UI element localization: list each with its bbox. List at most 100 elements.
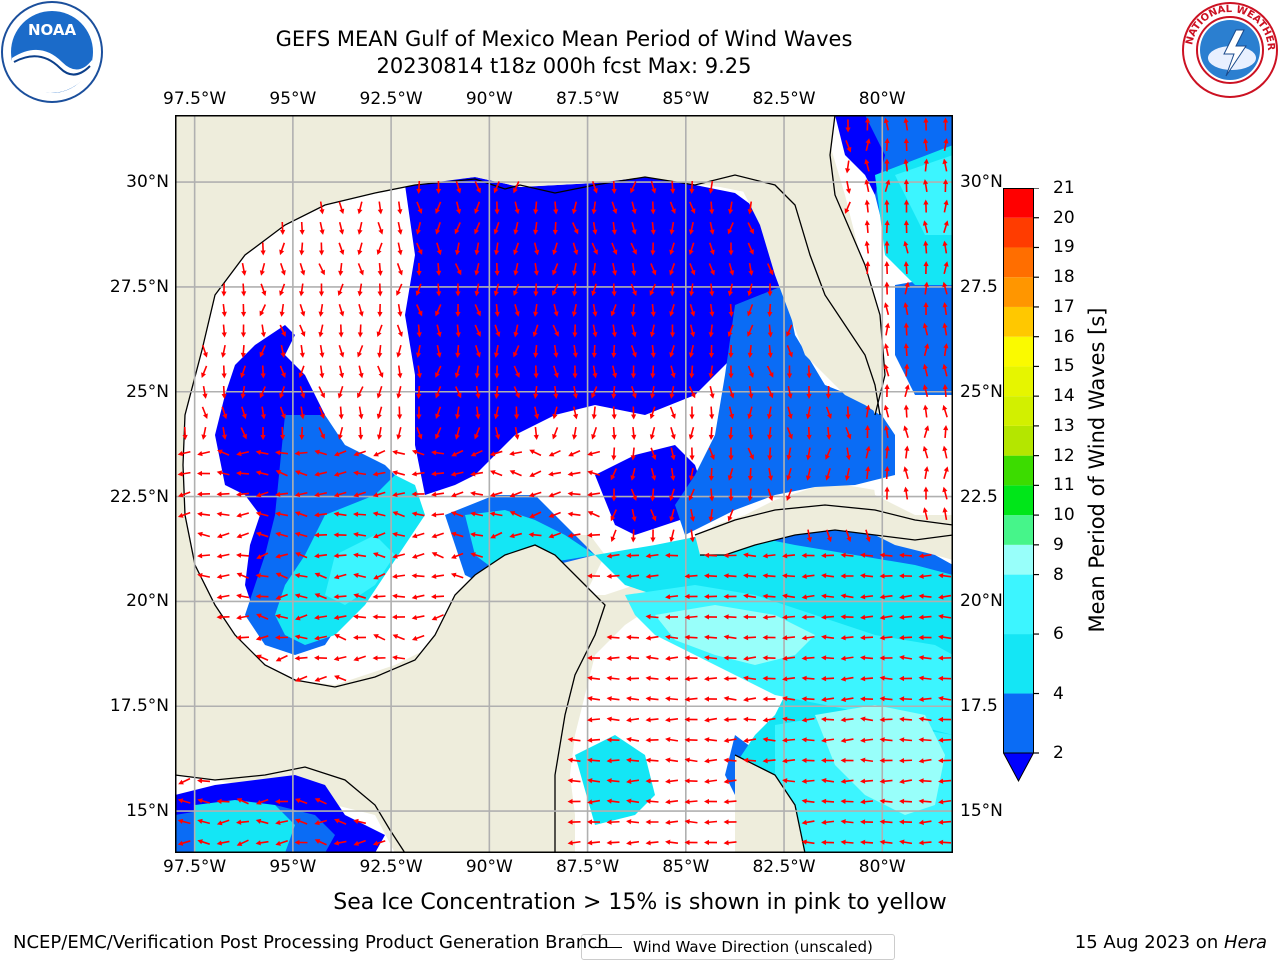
wave-direction-arrow: [923, 425, 930, 439]
wave-direction-arrow: [475, 406, 481, 420]
wave-direction-arrow: [567, 511, 581, 517]
wave-direction-arrow: [548, 532, 561, 539]
wave-direction-arrow: [918, 593, 932, 599]
wave-direction-arrow: [844, 201, 851, 214]
wave-direction-arrow: [587, 532, 601, 538]
wave-direction-arrow: [747, 344, 753, 358]
wave-direction-arrow: [241, 283, 247, 297]
wave-direction-arrow: [333, 614, 347, 621]
wave-direction-arrow: [860, 716, 874, 722]
wave-direction-arrow: [684, 676, 698, 682]
wave-direction-arrow: [826, 426, 832, 440]
wave-direction-arrow: [353, 572, 367, 579]
wave-direction-arrow: [879, 573, 893, 579]
wave-direction-arrow: [334, 818, 347, 825]
wave-direction-arrow: [435, 304, 442, 317]
wave-direction-arrow: [626, 757, 640, 763]
wave-direction-arrow: [318, 386, 325, 399]
wave-direction-arrow: [455, 181, 462, 194]
wave-direction-arrow: [470, 511, 484, 517]
wave-direction-arrow: [333, 491, 347, 498]
wave-direction-arrow: [197, 839, 210, 845]
wave-direction-arrow: [665, 819, 679, 825]
wave-direction-arrow: [645, 614, 659, 620]
wave-direction-arrow: [918, 696, 932, 702]
wave-direction-arrow: [626, 819, 640, 825]
wave-direction-arrow: [431, 512, 445, 518]
wave-direction-arrow: [708, 344, 715, 358]
wave-direction-arrow: [319, 201, 325, 215]
wave-direction-arrow: [275, 511, 289, 517]
wave-direction-arrow: [592, 324, 598, 338]
wave-direction-arrow: [260, 365, 266, 379]
wave-direction-arrow: [216, 840, 230, 846]
wave-direction-arrow: [318, 303, 324, 317]
wave-direction-arrow: [314, 572, 327, 579]
wave-direction-arrow: [470, 471, 484, 477]
wave-direction-arrow: [723, 573, 737, 579]
wave-direction-arrow: [567, 737, 581, 743]
wave-direction-arrow: [314, 839, 327, 846]
wave-direction-arrow: [490, 470, 503, 477]
wave-direction-arrow: [376, 406, 383, 420]
wave-direction-arrow: [923, 179, 929, 193]
wave-direction-arrow: [684, 593, 698, 600]
wave-direction-arrow: [728, 426, 734, 440]
wave-direction-arrow: [197, 511, 211, 517]
wave-direction-arrow: [903, 302, 909, 316]
wave-direction-arrow: [938, 819, 952, 825]
wave-direction-arrow: [899, 675, 913, 682]
colorbar-tick-label: 10: [1053, 505, 1075, 526]
wave-direction-arrow: [762, 553, 776, 559]
wave-direction-arrow: [943, 220, 949, 233]
wave-direction-arrow: [821, 757, 835, 764]
wave-direction-arrow: [670, 180, 676, 194]
wave-direction-arrow: [840, 614, 854, 620]
wave-direction-arrow: [255, 449, 269, 456]
wave-direction-arrow: [801, 737, 815, 743]
wave-direction-arrow: [236, 552, 250, 558]
wave-direction-arrow: [825, 406, 832, 420]
wave-direction-arrow: [474, 324, 481, 337]
wave-direction-arrow: [899, 655, 913, 661]
wave-direction-arrow: [377, 344, 383, 358]
wave-direction-arrow: [840, 573, 854, 579]
wave-direction-arrow: [801, 717, 815, 723]
colorbar-tick-label: 17: [1053, 296, 1075, 317]
wave-direction-arrow: [353, 470, 367, 476]
wave-direction-arrow: [216, 819, 230, 826]
wave-direction-arrow: [840, 552, 854, 558]
wave-direction-arrow: [279, 365, 286, 378]
wave-direction-arrow: [918, 716, 932, 722]
wave-direction-arrow: [665, 799, 679, 805]
wave-direction-arrow: [392, 511, 405, 518]
wave-direction-arrow: [416, 180, 422, 194]
wave-direction-arrow: [294, 839, 308, 846]
wave-direction-arrow: [723, 819, 737, 825]
legend-line-sample: [592, 947, 622, 948]
wave-direction-arrow: [669, 304, 675, 317]
colorbar-bin: [1003, 515, 1034, 545]
wave-direction-arrow: [767, 344, 773, 358]
wave-direction-arrow: [372, 655, 386, 661]
wave-direction-arrow: [709, 201, 715, 215]
wave-direction-arrow: [782, 676, 796, 682]
wave-direction-arrow: [923, 486, 929, 500]
wave-direction-arrow: [840, 757, 854, 764]
wave-direction-arrow: [845, 529, 852, 543]
wave-direction-arrow: [723, 552, 737, 559]
map-border: [175, 115, 953, 853]
wave-direction-arrow: [767, 386, 774, 399]
map-panel: Wind Wave Direction (unscaled): [175, 115, 953, 960]
wave-direction-arrow: [704, 634, 718, 640]
lat-tick-label-left: 20°N: [126, 591, 169, 612]
wave-direction-arrow: [392, 655, 406, 661]
colorbar-tick-label: 11: [1053, 475, 1075, 496]
wave-direction-arrow: [864, 425, 871, 439]
wave-direction-arrow: [883, 343, 890, 357]
wave-direction-arrow: [684, 716, 698, 723]
wave-direction-arrow: [631, 386, 637, 399]
wave-direction-arrow: [357, 324, 363, 338]
wave-direction-arrow: [864, 117, 871, 131]
wave-direction-arrow: [431, 552, 444, 559]
